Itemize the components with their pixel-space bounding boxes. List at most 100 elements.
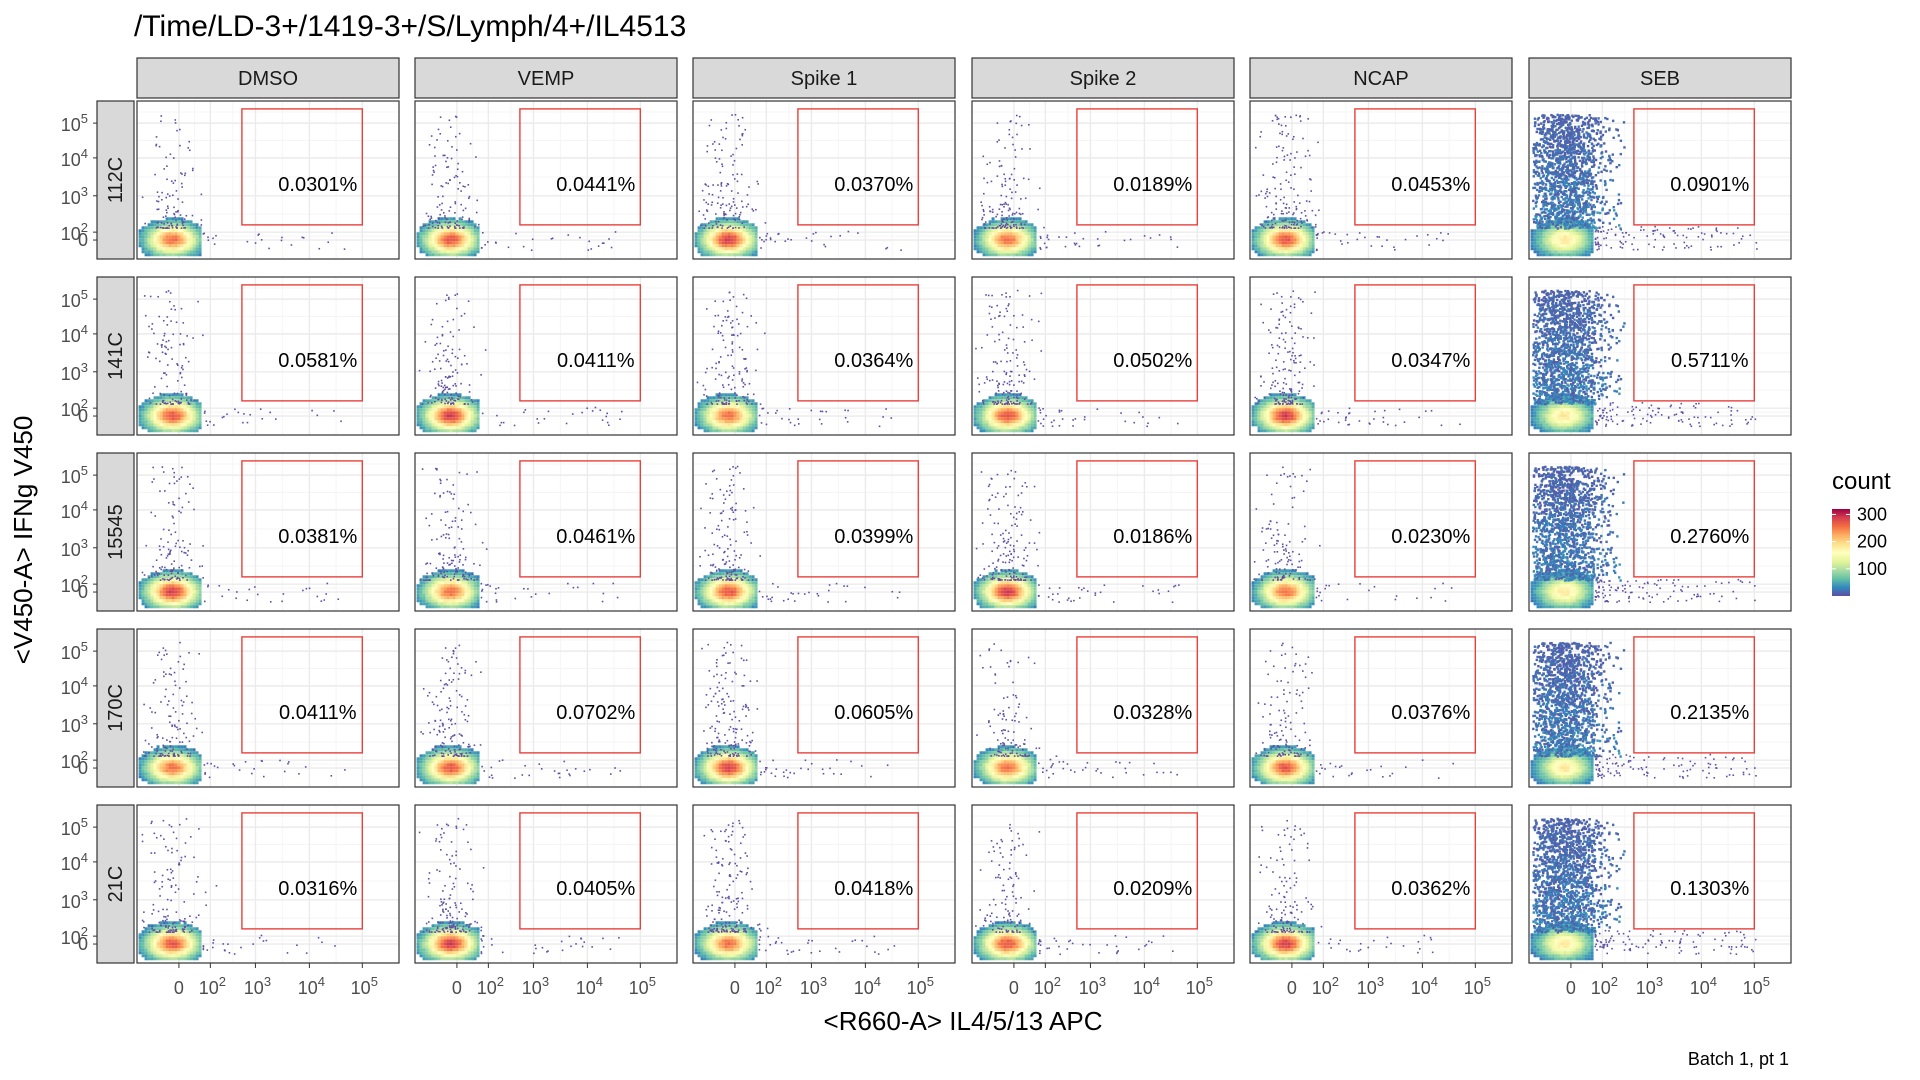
gate-percentage-label: 0.0581% xyxy=(278,350,357,372)
facet-panel: 0.0209% xyxy=(971,804,1235,964)
gate-rectangle xyxy=(241,636,364,754)
facet-column-label: NCAP xyxy=(1353,68,1409,90)
facet-panel: 0.0453% xyxy=(1249,100,1513,260)
gate-rectangle xyxy=(797,460,920,578)
density-cells xyxy=(973,823,1174,961)
density-cells xyxy=(973,469,1180,609)
color-legend: count 100 200 300 xyxy=(1832,468,1891,596)
facet-row-strip: 21C xyxy=(96,804,135,964)
x-tick-label: 105 xyxy=(351,974,378,998)
density-cells xyxy=(694,819,896,961)
y-tick-label: 102 xyxy=(61,396,88,420)
facet-column-label: Spike 2 xyxy=(1070,68,1137,90)
gate-percentage-label: 0.0370% xyxy=(834,174,913,196)
gate-percentage-label: 0.0230% xyxy=(1391,526,1470,548)
facet-row-label: 112C xyxy=(105,157,127,203)
y-tick-label: 104 xyxy=(61,498,88,522)
x-tick-label: 104 xyxy=(1411,974,1438,998)
gate-percentage-label: 0.0702% xyxy=(556,702,635,724)
facet-panel: 0.2135% xyxy=(1528,628,1792,788)
gate-rectangle xyxy=(241,108,364,226)
x-tick-label: 103 xyxy=(244,974,271,998)
gate-rectangle xyxy=(1076,636,1199,754)
gate-percentage-label: 0.0328% xyxy=(1113,702,1192,724)
facet-panel: 0.0316% xyxy=(136,804,400,964)
density-cells xyxy=(416,644,622,785)
facet-column-label: VEMP xyxy=(518,68,575,90)
facet-panel: 0.0702% xyxy=(414,628,678,788)
density-cells xyxy=(694,465,901,609)
density-cells xyxy=(1530,289,1757,433)
x-tick-label: 0 xyxy=(174,978,184,998)
gate-percentage-label: 0.0502% xyxy=(1113,350,1192,372)
density-cells xyxy=(694,114,902,257)
facet-panel: 0.0581% xyxy=(136,276,400,436)
legend-colorbar xyxy=(1832,509,1850,596)
density-cells xyxy=(138,818,336,961)
gate-percentage-label: 0.0381% xyxy=(278,526,357,548)
gate-rectangle xyxy=(1633,460,1756,578)
plot-title: /Time/LD-3+/1419-3+/S/Lymph/4+/IL4513 xyxy=(134,10,686,43)
facet-panel: 0.0381% xyxy=(136,452,400,612)
density-cells xyxy=(138,115,346,257)
facet-panel: 0.0418% xyxy=(692,804,956,964)
gate-percentage-label: 0.2135% xyxy=(1670,702,1749,724)
x-tick-label: 103 xyxy=(1357,974,1384,998)
gate-rectangle xyxy=(1633,284,1756,402)
facet-panel: 0.0301% xyxy=(136,100,400,260)
y-tick-label: 105 xyxy=(61,815,88,839)
gate-percentage-label: 0.0189% xyxy=(1113,174,1192,196)
legend-tick-label: 200 xyxy=(1857,532,1887,552)
x-tick-label: 105 xyxy=(629,974,656,998)
gate-percentage-label: 0.0362% xyxy=(1391,878,1470,900)
x-tick-label: 104 xyxy=(1690,974,1717,998)
gate-rectangle xyxy=(1076,812,1199,930)
x-tick-label: 105 xyxy=(1186,974,1213,998)
facet-column-strip: DMSO xyxy=(136,57,400,99)
gate-percentage-label: 0.5711% xyxy=(1671,350,1749,372)
facet-panel: 0.0399% xyxy=(692,452,956,612)
gate-rectangle xyxy=(1354,108,1477,226)
legend-title: count xyxy=(1832,468,1891,495)
legend-tick-label: 300 xyxy=(1857,504,1887,524)
facet-panel: 0.0411% xyxy=(414,276,678,436)
density-cells xyxy=(694,641,889,785)
x-tick-label: 0 xyxy=(730,978,740,998)
facet-panel: 0.5711% xyxy=(1528,276,1792,436)
facet-row-label: 141C xyxy=(105,332,127,380)
gate-rectangle xyxy=(241,284,364,402)
facet-panel: 0.0347% xyxy=(1249,276,1513,436)
y-tick-label: 105 xyxy=(61,111,88,135)
facet-grid: DMSO VEMP Spike 1 Spike 2 NCAP SEB112C0102103… xyxy=(61,57,1792,964)
x-tick-label: 103 xyxy=(1636,974,1663,998)
facet-column-strip: Spike 2 xyxy=(971,57,1235,99)
x-tick-label: 103 xyxy=(1079,974,1106,998)
gate-percentage-label: 0.0453% xyxy=(1391,174,1470,196)
x-tick-label: 102 xyxy=(1312,974,1339,998)
gate-percentage-label: 0.0441% xyxy=(556,174,635,196)
facet-panel: 0.0441% xyxy=(414,100,678,260)
facet-panel: 0.0362% xyxy=(1249,804,1513,964)
facet-panel: 0.0370% xyxy=(692,100,956,260)
density-cells xyxy=(416,115,617,257)
gate-percentage-label: 0.0605% xyxy=(834,702,913,724)
facet-panel: 0.0376% xyxy=(1249,628,1513,788)
facet-row-label: 170C xyxy=(105,684,127,732)
density-cells xyxy=(1530,817,1757,961)
gate-rectangle xyxy=(1633,108,1756,226)
y-tick-label: 0 xyxy=(78,406,88,426)
facet-column-strip: NCAP xyxy=(1249,57,1513,99)
x-tick-label: 0 xyxy=(1566,978,1576,998)
gate-rectangle xyxy=(519,108,642,226)
facet-row-strip: 170C xyxy=(96,628,135,788)
facet-column-label: SEB xyxy=(1640,68,1680,90)
y-tick-label: 103 xyxy=(61,888,88,912)
gate-percentage-label: 0.0901% xyxy=(1670,174,1749,196)
facet-panel: 0.0411% xyxy=(136,628,400,788)
density-cells xyxy=(1530,641,1757,785)
gate-rectangle xyxy=(1076,284,1199,402)
density-cells xyxy=(416,467,619,609)
x-tick-label: 105 xyxy=(1464,974,1491,998)
